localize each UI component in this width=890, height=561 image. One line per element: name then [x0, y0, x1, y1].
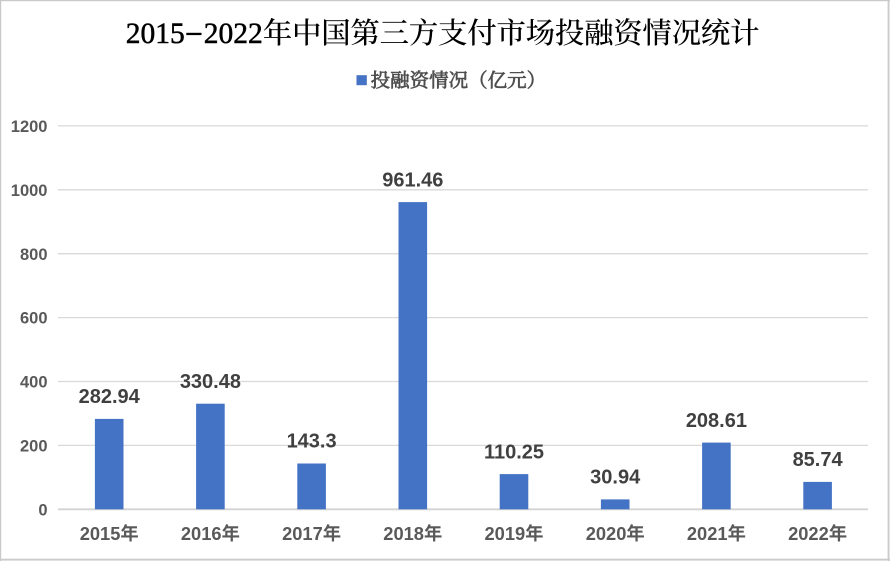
svg-text:282.94: 282.94 [79, 386, 141, 408]
svg-text:800: 800 [20, 246, 48, 264]
svg-text:2017: 2017 [282, 523, 323, 544]
svg-text:1000: 1000 [11, 182, 48, 200]
svg-text:961.46: 961.46 [382, 169, 443, 191]
svg-text:143.3: 143.3 [287, 431, 337, 453]
svg-text:600: 600 [20, 310, 48, 328]
svg-text:2022: 2022 [204, 18, 263, 50]
svg-text:2021: 2021 [687, 523, 728, 544]
svg-text:110.25: 110.25 [484, 441, 544, 463]
svg-text:2015: 2015 [126, 18, 185, 50]
svg-text:2018: 2018 [383, 523, 424, 544]
svg-text:2022: 2022 [788, 523, 829, 544]
svg-text:30.94: 30.94 [590, 467, 641, 489]
svg-text:400: 400 [20, 374, 48, 392]
svg-text:1200: 1200 [11, 118, 48, 136]
svg-text:2020: 2020 [586, 523, 627, 544]
svg-text:330.48: 330.48 [180, 371, 241, 393]
svg-text:2015: 2015 [80, 523, 121, 544]
svg-text:2019: 2019 [485, 523, 526, 544]
svg-text:85.74: 85.74 [793, 449, 844, 471]
svg-text:208.61: 208.61 [686, 410, 747, 432]
svg-text:200: 200 [20, 438, 48, 456]
svg-text:2016: 2016 [181, 523, 222, 544]
svg-text:0: 0 [38, 501, 47, 519]
